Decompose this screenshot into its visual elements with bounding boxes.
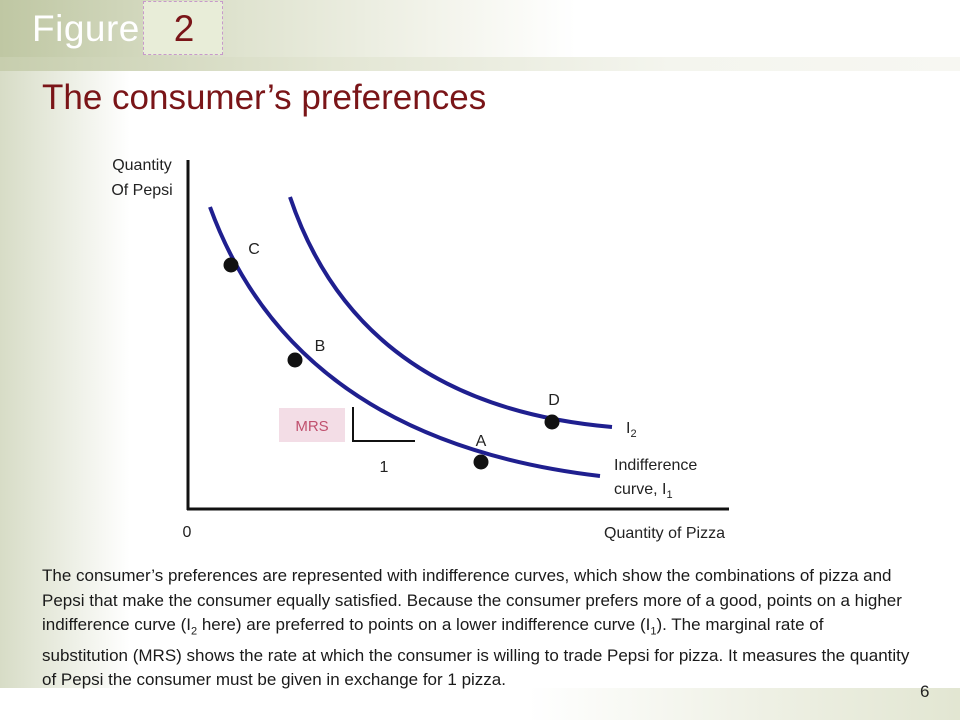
origin-label: 0 — [183, 524, 192, 541]
figure-number-box: 2 — [143, 1, 223, 55]
curve-i2-label: I2 — [626, 420, 637, 440]
run-label: 1 — [380, 459, 389, 476]
figure-number: 2 — [173, 8, 195, 49]
mrs-triangle — [352, 407, 415, 442]
point-a — [473, 454, 489, 470]
y-axis-label-line2: Of Pepsi — [111, 182, 172, 199]
mrs-box — [279, 408, 345, 442]
point-b-label: B — [315, 338, 326, 355]
point-c-label: C — [248, 241, 260, 258]
slide-number: 6 — [920, 682, 930, 701]
mrs-label: MRS — [295, 418, 328, 435]
point-a-label: A — [476, 433, 487, 450]
point-d — [544, 414, 560, 430]
point-d-label: D — [548, 392, 560, 409]
curve-i1-label-line2: curve, I1 — [614, 481, 673, 501]
point-b — [287, 352, 303, 368]
figure-caption: The consumer’s preferences are represent… — [42, 566, 910, 690]
figure-label: Figure — [32, 8, 140, 49]
curve-i1-label-line1: Indifference — [614, 457, 697, 474]
x-axis-label: Quantity of Pizza — [604, 525, 725, 542]
plot-background — [187, 160, 729, 510]
point-c — [223, 257, 239, 273]
footer-stripe — [0, 688, 960, 720]
y-axis-label-line1: Quantity — [112, 157, 172, 174]
page-title: The consumer’s preferences — [42, 78, 487, 117]
header-stripe — [0, 57, 960, 71]
